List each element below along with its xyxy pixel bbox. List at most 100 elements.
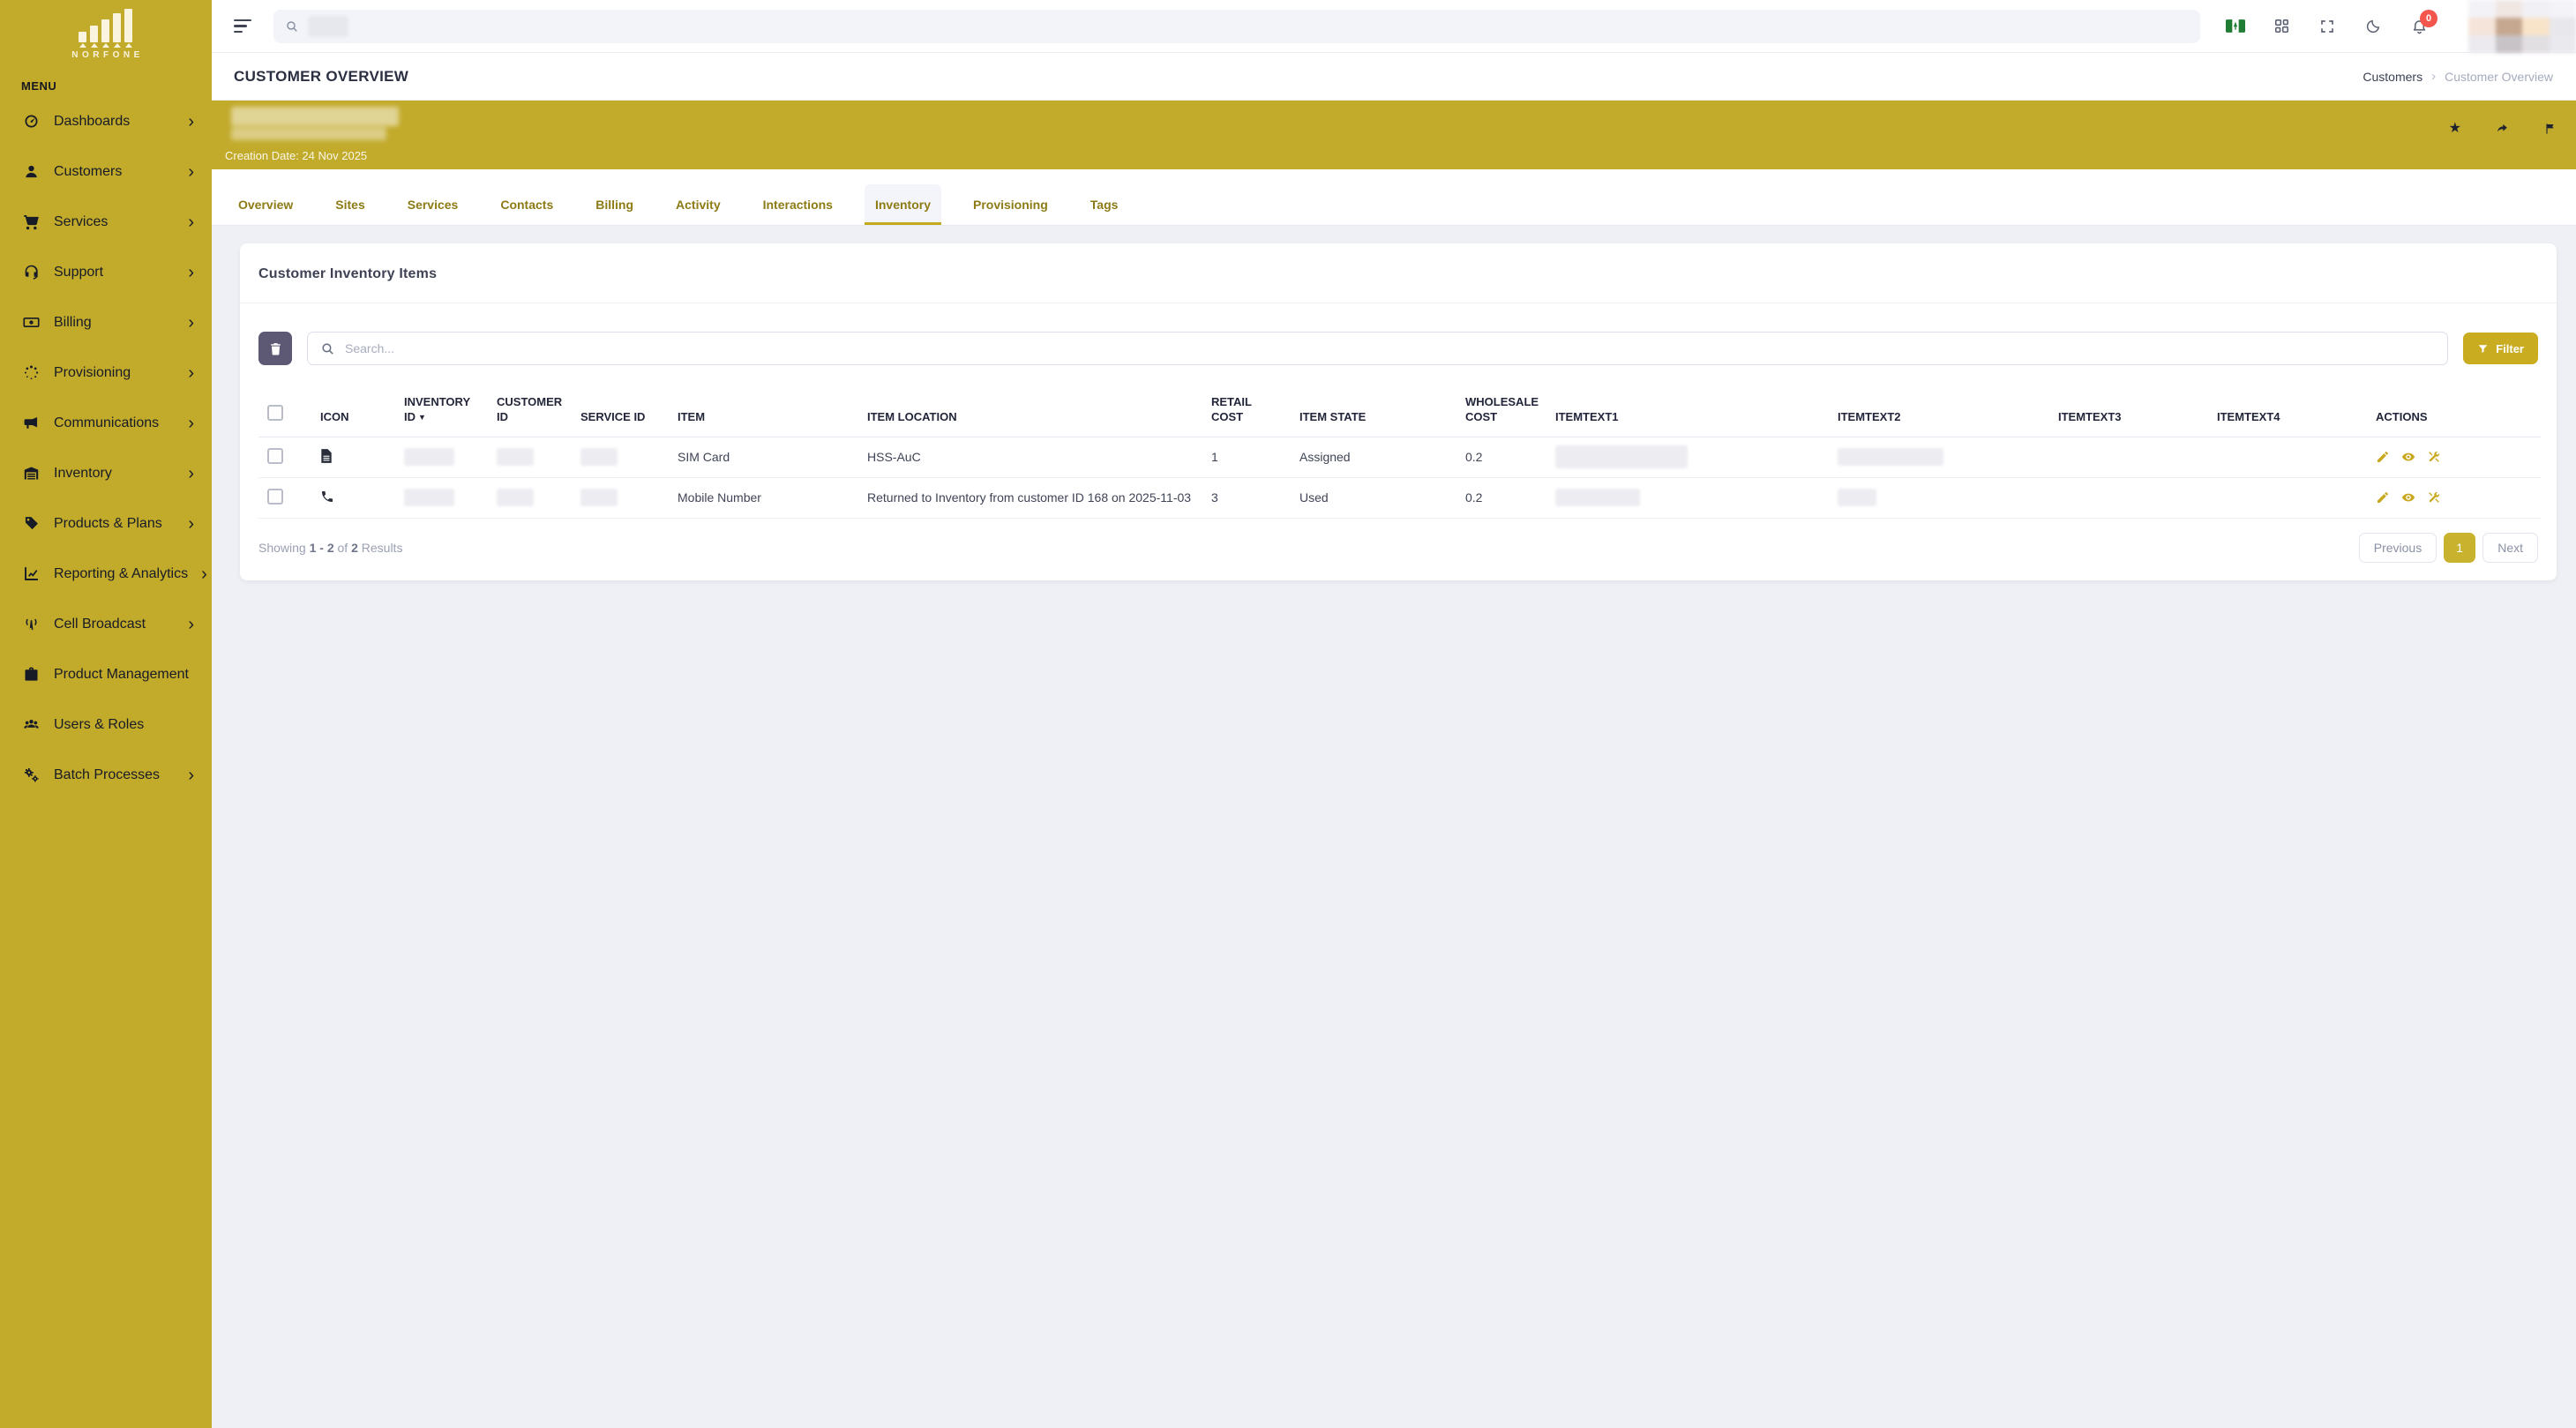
- tab-services[interactable]: Services: [397, 184, 469, 225]
- column-header-itemtext4[interactable]: ITEMTEXT4: [2208, 390, 2367, 437]
- delete-selected-button[interactable]: [258, 332, 292, 365]
- tab-interactions[interactable]: Interactions: [753, 184, 843, 225]
- dark-mode-button[interactable]: [2363, 16, 2384, 37]
- sidebar-item-billing[interactable]: Billing ›: [0, 297, 212, 348]
- previous-page-button[interactable]: Previous: [2358, 532, 2437, 563]
- sidebar-item-users-roles[interactable]: Users & Roles: [0, 699, 212, 750]
- column-header-actions: ACTIONS: [2367, 390, 2541, 437]
- page-title: CUSTOMER OVERVIEW: [234, 67, 409, 85]
- sidebar-item-label: Inventory: [54, 465, 112, 481]
- share-button[interactable]: [2495, 123, 2510, 136]
- sidebar-item-cell-broadcast[interactable]: Cell Broadcast ›: [0, 599, 212, 649]
- language-flag-button[interactable]: [2225, 16, 2246, 37]
- column-header-customer-id[interactable]: CUSTOMER ID: [488, 390, 572, 437]
- tab-billing[interactable]: Billing: [585, 184, 644, 225]
- sidebar-item-communications[interactable]: Communications ›: [0, 398, 212, 448]
- creation-date: Creation Date: 24 Nov 2025: [225, 149, 368, 162]
- redacted-itemtext2: [1838, 448, 1943, 467]
- current-page-button[interactable]: 1: [2444, 532, 2476, 563]
- tab-overview[interactable]: Overview: [228, 184, 303, 225]
- row-checkbox[interactable]: [267, 447, 283, 464]
- cell-retail-cost: 1: [1202, 437, 1291, 478]
- column-header-itemtext1[interactable]: ITEMTEXT1: [1546, 390, 1829, 437]
- tab-sites[interactable]: Sites: [325, 184, 375, 225]
- chevron-right-icon: ›: [201, 564, 207, 584]
- sidebar-item-label: Users & Roles: [54, 716, 145, 732]
- trash-icon: [270, 342, 281, 355]
- tools-icon: [2429, 452, 2440, 463]
- sidebar-item-products-plans[interactable]: Products & Plans ›: [0, 498, 212, 549]
- view-button[interactable]: [2401, 450, 2415, 464]
- fullscreen-button[interactable]: [2317, 16, 2338, 37]
- filter-button[interactable]: Filter: [2463, 333, 2538, 364]
- column-header-service-id[interactable]: SERVICE ID: [572, 390, 669, 437]
- flag-marker-icon: [2546, 123, 2554, 134]
- redacted-itemtext2: [1838, 489, 1876, 507]
- row-checkbox[interactable]: [267, 488, 283, 505]
- table-search-input[interactable]: [345, 341, 2436, 355]
- table-row: Mobile Number Returned to Inventory from…: [258, 477, 2541, 519]
- users-icon: [21, 715, 41, 735]
- sidebar-item-reporting-analytics[interactable]: Reporting & Analytics ›: [0, 549, 212, 599]
- results-total: 2: [351, 540, 358, 555]
- table-controls: Filter: [258, 332, 2538, 365]
- redacted-customer-subtitle: [231, 127, 386, 140]
- chart-line-icon: [21, 564, 41, 584]
- view-button[interactable]: [2401, 490, 2415, 505]
- column-header-item-state[interactable]: ITEM STATE: [1291, 390, 1456, 437]
- search-icon: [287, 20, 297, 32]
- sidebar-item-customers[interactable]: Customers ›: [0, 146, 212, 197]
- sidebar-item-services[interactable]: Services ›: [0, 197, 212, 247]
- brand-logo[interactable]: NORFONE: [0, 0, 212, 60]
- main-column: 0 CUSTOMER OVERVIEW Customers › Customer…: [212, 0, 2576, 1428]
- sidebar-item-product-management[interactable]: Product Management: [0, 649, 212, 699]
- menu-section-label: MENU: [21, 79, 57, 93]
- pencil-icon: [2378, 492, 2388, 504]
- sidebar-item-label: Provisioning: [54, 364, 131, 380]
- chevron-right-icon: ›: [188, 262, 194, 282]
- edit-button[interactable]: [2376, 490, 2390, 505]
- chevron-right-icon: ›: [188, 513, 194, 534]
- column-header-itemtext2[interactable]: ITEMTEXT2: [1829, 390, 2049, 437]
- favorite-star-button[interactable]: ★: [2449, 122, 2461, 136]
- column-header-wholesale-cost[interactable]: WHOLESALE COST: [1456, 390, 1546, 437]
- inventory-card: Customer Inventory Items Filter: [240, 243, 2557, 580]
- sidebar-item-dashboards[interactable]: Dashboards ›: [0, 96, 212, 146]
- breadcrumb-link-customers[interactable]: Customers: [2363, 69, 2423, 84]
- banknote-icon: [21, 313, 41, 333]
- row-actions: [2376, 450, 2532, 464]
- menu-toggle-button[interactable]: [234, 16, 259, 37]
- sidebar-item-label: Support: [54, 264, 104, 280]
- funnel-icon: [2478, 344, 2488, 353]
- next-page-button[interactable]: Next: [2482, 532, 2538, 563]
- select-all-checkbox[interactable]: [267, 404, 283, 421]
- edit-button[interactable]: [2376, 450, 2390, 464]
- global-search-input[interactable]: [273, 9, 2200, 43]
- tab-inventory[interactable]: Inventory: [864, 184, 941, 225]
- sidebar-item-inventory[interactable]: Inventory ›: [0, 448, 212, 498]
- sidebar-item-batch-processes[interactable]: Batch Processes ›: [0, 750, 212, 800]
- sidebar-item-support[interactable]: Support ›: [0, 247, 212, 297]
- tools-button[interactable]: [2427, 450, 2441, 464]
- column-header-itemtext3[interactable]: ITEMTEXT3: [2049, 390, 2208, 437]
- tab-provisioning[interactable]: Provisioning: [962, 184, 1059, 225]
- column-header-item-location[interactable]: ITEM LOCATION: [858, 390, 1202, 437]
- column-header-retail-cost[interactable]: RETAIL COST: [1202, 390, 1291, 437]
- sidebar-item-label: Communications: [54, 415, 160, 430]
- notifications-button[interactable]: 0: [2408, 9, 2437, 37]
- sidebar-item-provisioning[interactable]: Provisioning ›: [0, 348, 212, 398]
- user-avatar[interactable]: [2468, 0, 2576, 53]
- chevron-right-icon: ›: [188, 111, 194, 131]
- tab-tags[interactable]: Tags: [1080, 184, 1129, 225]
- tab-activity[interactable]: Activity: [665, 184, 731, 225]
- column-header-inventory-id[interactable]: INVENTORY ID ▼: [395, 390, 488, 437]
- apps-grid-button[interactable]: [2271, 16, 2292, 37]
- flag-action-button[interactable]: [2543, 122, 2557, 136]
- star-icon: ★: [2448, 121, 2461, 136]
- topbar-icons: 0: [2200, 0, 2576, 53]
- tools-button[interactable]: [2427, 490, 2441, 505]
- column-header-item[interactable]: ITEM: [669, 390, 858, 437]
- tab-contacts[interactable]: Contacts: [490, 184, 564, 225]
- customer-tabs: Overview Sites Services Contacts Billing…: [212, 169, 2576, 226]
